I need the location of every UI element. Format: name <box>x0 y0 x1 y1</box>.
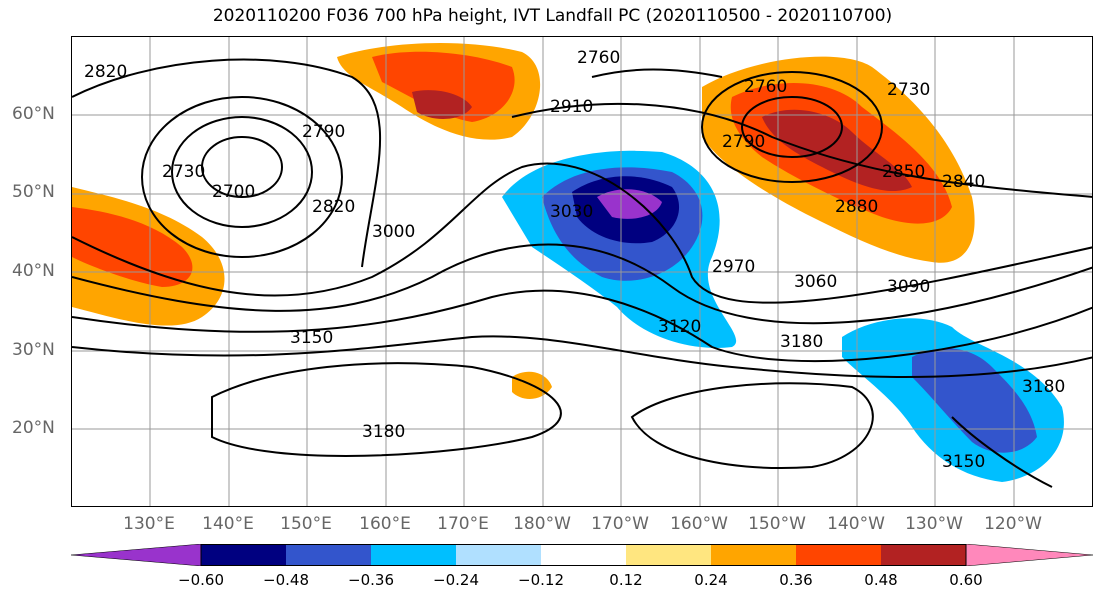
colorbar-segment <box>71 544 202 566</box>
height-contours <box>72 58 1092 488</box>
contour-label: 2850 <box>882 162 925 182</box>
colorbar <box>71 544 1094 566</box>
contour-label: 3120 <box>658 317 701 337</box>
map-canvas: 2820 2760 2730 2700 2790 2820 3000 2910 … <box>72 37 1092 506</box>
contour-label: 2760 <box>744 77 787 97</box>
lon-label: 160°E <box>359 514 411 534</box>
lon-label: 140°E <box>202 514 254 534</box>
colorbar-segment <box>881 544 966 566</box>
contour-label: 3180 <box>362 422 405 442</box>
colorbar-tick-label: 0.12 <box>609 571 643 589</box>
lat-label: 50°N <box>12 182 55 202</box>
chart-title: 2020110200 F036 700 hPa height, IVT Land… <box>212 6 893 26</box>
colorbar-tick-label: 0.48 <box>864 571 898 589</box>
lon-label: 130°E <box>123 514 175 534</box>
lat-label: 30°N <box>12 340 55 360</box>
positive-anomaly-region <box>412 90 472 119</box>
contour-label: 3150 <box>942 452 985 472</box>
contour-labels: 2820 2760 2730 2700 2790 2820 3000 2910 … <box>84 48 1065 472</box>
contour-label: 3180 <box>780 332 823 352</box>
contour-label: 2880 <box>835 197 878 217</box>
colorbar-tick-label: −0.60 <box>178 571 224 589</box>
colorbar-tick-label: −0.24 <box>433 571 479 589</box>
colorbar-tick-label: −0.36 <box>348 571 394 589</box>
contour-label: 2840 <box>942 172 985 192</box>
contour-label: 2730 <box>887 80 930 100</box>
lat-label: 20°N <box>12 418 55 438</box>
contour-label: 3030 <box>550 202 593 222</box>
contour-label: 3150 <box>290 328 333 348</box>
positive-anomaly-region <box>372 51 515 122</box>
colorbar-segment <box>456 544 541 566</box>
lat-label: 60°N <box>12 104 55 124</box>
contour-label: 3000 <box>372 222 415 242</box>
contour-label: 3090 <box>887 277 930 297</box>
colorbar-tick-label: −0.48 <box>263 571 309 589</box>
negative-anomaly-region <box>597 189 662 219</box>
contour-label: 2790 <box>722 132 765 152</box>
colorbar-tick-label: 0.36 <box>779 571 813 589</box>
lon-label: 140°W <box>827 514 885 534</box>
contour-label: 2730 <box>162 162 205 182</box>
colorbar-segment <box>371 544 456 566</box>
colorbar-border <box>200 544 967 566</box>
colorbar-segment <box>201 544 286 566</box>
contour-label: 2760 <box>577 48 620 68</box>
lon-label: 180°W <box>513 514 571 534</box>
contour-label: 2700 <box>212 182 255 202</box>
lon-label: 150°W <box>748 514 806 534</box>
colorbar-segment <box>541 544 626 566</box>
colorbar-segment <box>796 544 881 566</box>
colorbar-segment <box>626 544 711 566</box>
positive-anomaly-region <box>762 109 912 192</box>
colorbar-segment <box>711 544 796 566</box>
positive-anomaly-region <box>72 207 193 287</box>
lon-label: 130°W <box>905 514 963 534</box>
contour-label: 2790 <box>302 122 345 142</box>
graticule <box>72 37 1092 506</box>
contour-label: 2820 <box>312 197 355 217</box>
lon-label: 160°W <box>670 514 728 534</box>
colorbar-tick-label: 0.60 <box>949 571 983 589</box>
contour-label: 3060 <box>794 272 837 292</box>
contour-label: 3180 <box>1022 377 1065 397</box>
colorbar-segment <box>965 544 1094 566</box>
lon-label: 150°E <box>280 514 332 534</box>
colorbar-tick-label: −0.12 <box>518 571 564 589</box>
lon-label: 120°W <box>984 514 1042 534</box>
colorbar-segment <box>286 544 371 566</box>
lon-label: 170°W <box>591 514 649 534</box>
contour-label: 2820 <box>84 62 127 82</box>
map-panel: 2820 2760 2730 2700 2790 2820 3000 2910 … <box>71 36 1093 507</box>
lat-label: 40°N <box>12 261 55 281</box>
contour-label: 2910 <box>550 97 593 117</box>
contour-label: 2970 <box>712 257 755 277</box>
colorbar-tick-label: 0.24 <box>694 571 728 589</box>
lon-label: 170°E <box>437 514 489 534</box>
negative-anomaly-region <box>912 348 1037 453</box>
